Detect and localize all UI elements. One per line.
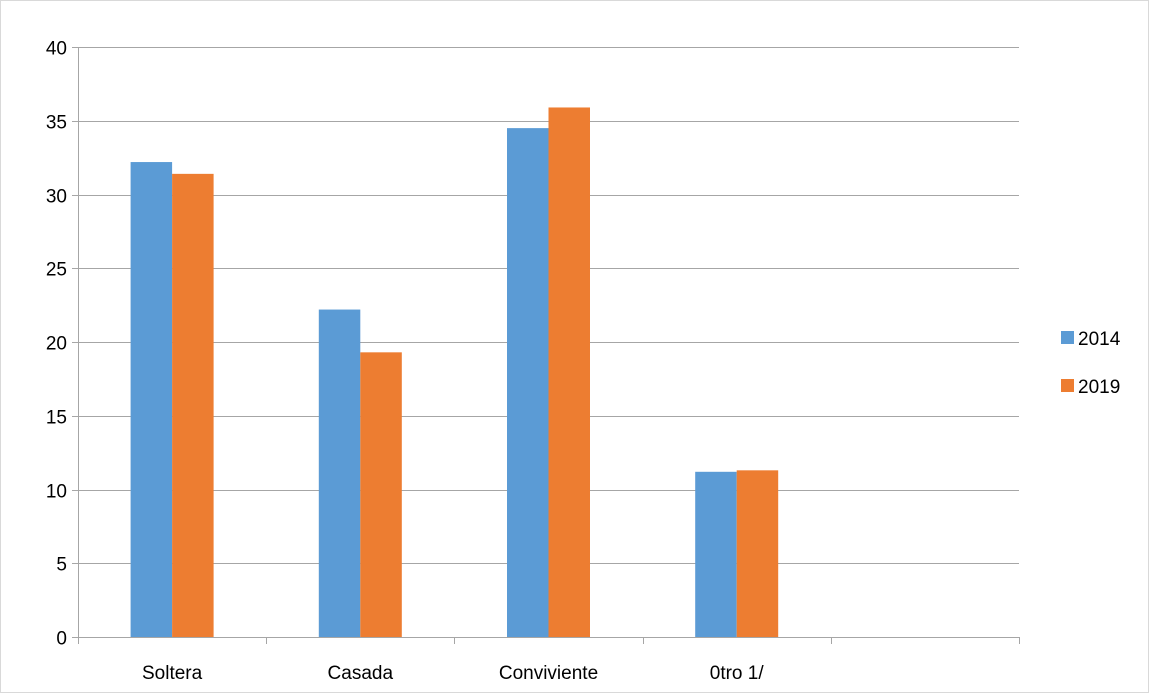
bar-2019-Soltera <box>172 173 214 637</box>
legend-label-2019: 2019 <box>1078 377 1120 398</box>
bar-2019-Conviviente <box>548 107 590 638</box>
x-tick-label: 0tro 1/ <box>710 663 765 684</box>
y-tick-label: 25 <box>46 260 67 281</box>
y-tick-label: 40 <box>46 39 67 60</box>
legend-label-2014: 2014 <box>1078 329 1121 350</box>
y-tick-label: 5 <box>56 555 67 576</box>
tick-labels: 0 5 10 15 20 25 30 35 40 Soltera Casada Conviviente… <box>46 39 764 685</box>
bar-2014-0tro 1/ <box>695 471 737 637</box>
bars <box>130 107 779 638</box>
bar-2019-0tro 1/ <box>736 470 779 637</box>
bar-2014-Casada <box>318 309 361 637</box>
x-tick-label: Soltera <box>142 663 203 684</box>
y-tick-label: 35 <box>46 113 67 134</box>
x-tick-label: Casada <box>328 663 394 684</box>
bar-2014-Conviviente <box>507 128 549 637</box>
y-tick-label: 30 <box>46 187 67 208</box>
y-tick-label: 15 <box>46 408 67 429</box>
x-tick-label: Conviviente <box>499 663 598 684</box>
y-tick-label: 10 <box>46 482 67 503</box>
bar-2014-Soltera <box>130 162 173 638</box>
bar-2019-Casada <box>360 352 402 637</box>
y-tick-label: 20 <box>46 334 67 355</box>
legend-swatch-2019 <box>1061 379 1074 392</box>
y-tick-label: 0 <box>56 629 67 650</box>
axes <box>78 47 1020 644</box>
legend: 2014 2019 <box>1061 329 1121 398</box>
legend-swatch-2014 <box>1061 331 1074 344</box>
